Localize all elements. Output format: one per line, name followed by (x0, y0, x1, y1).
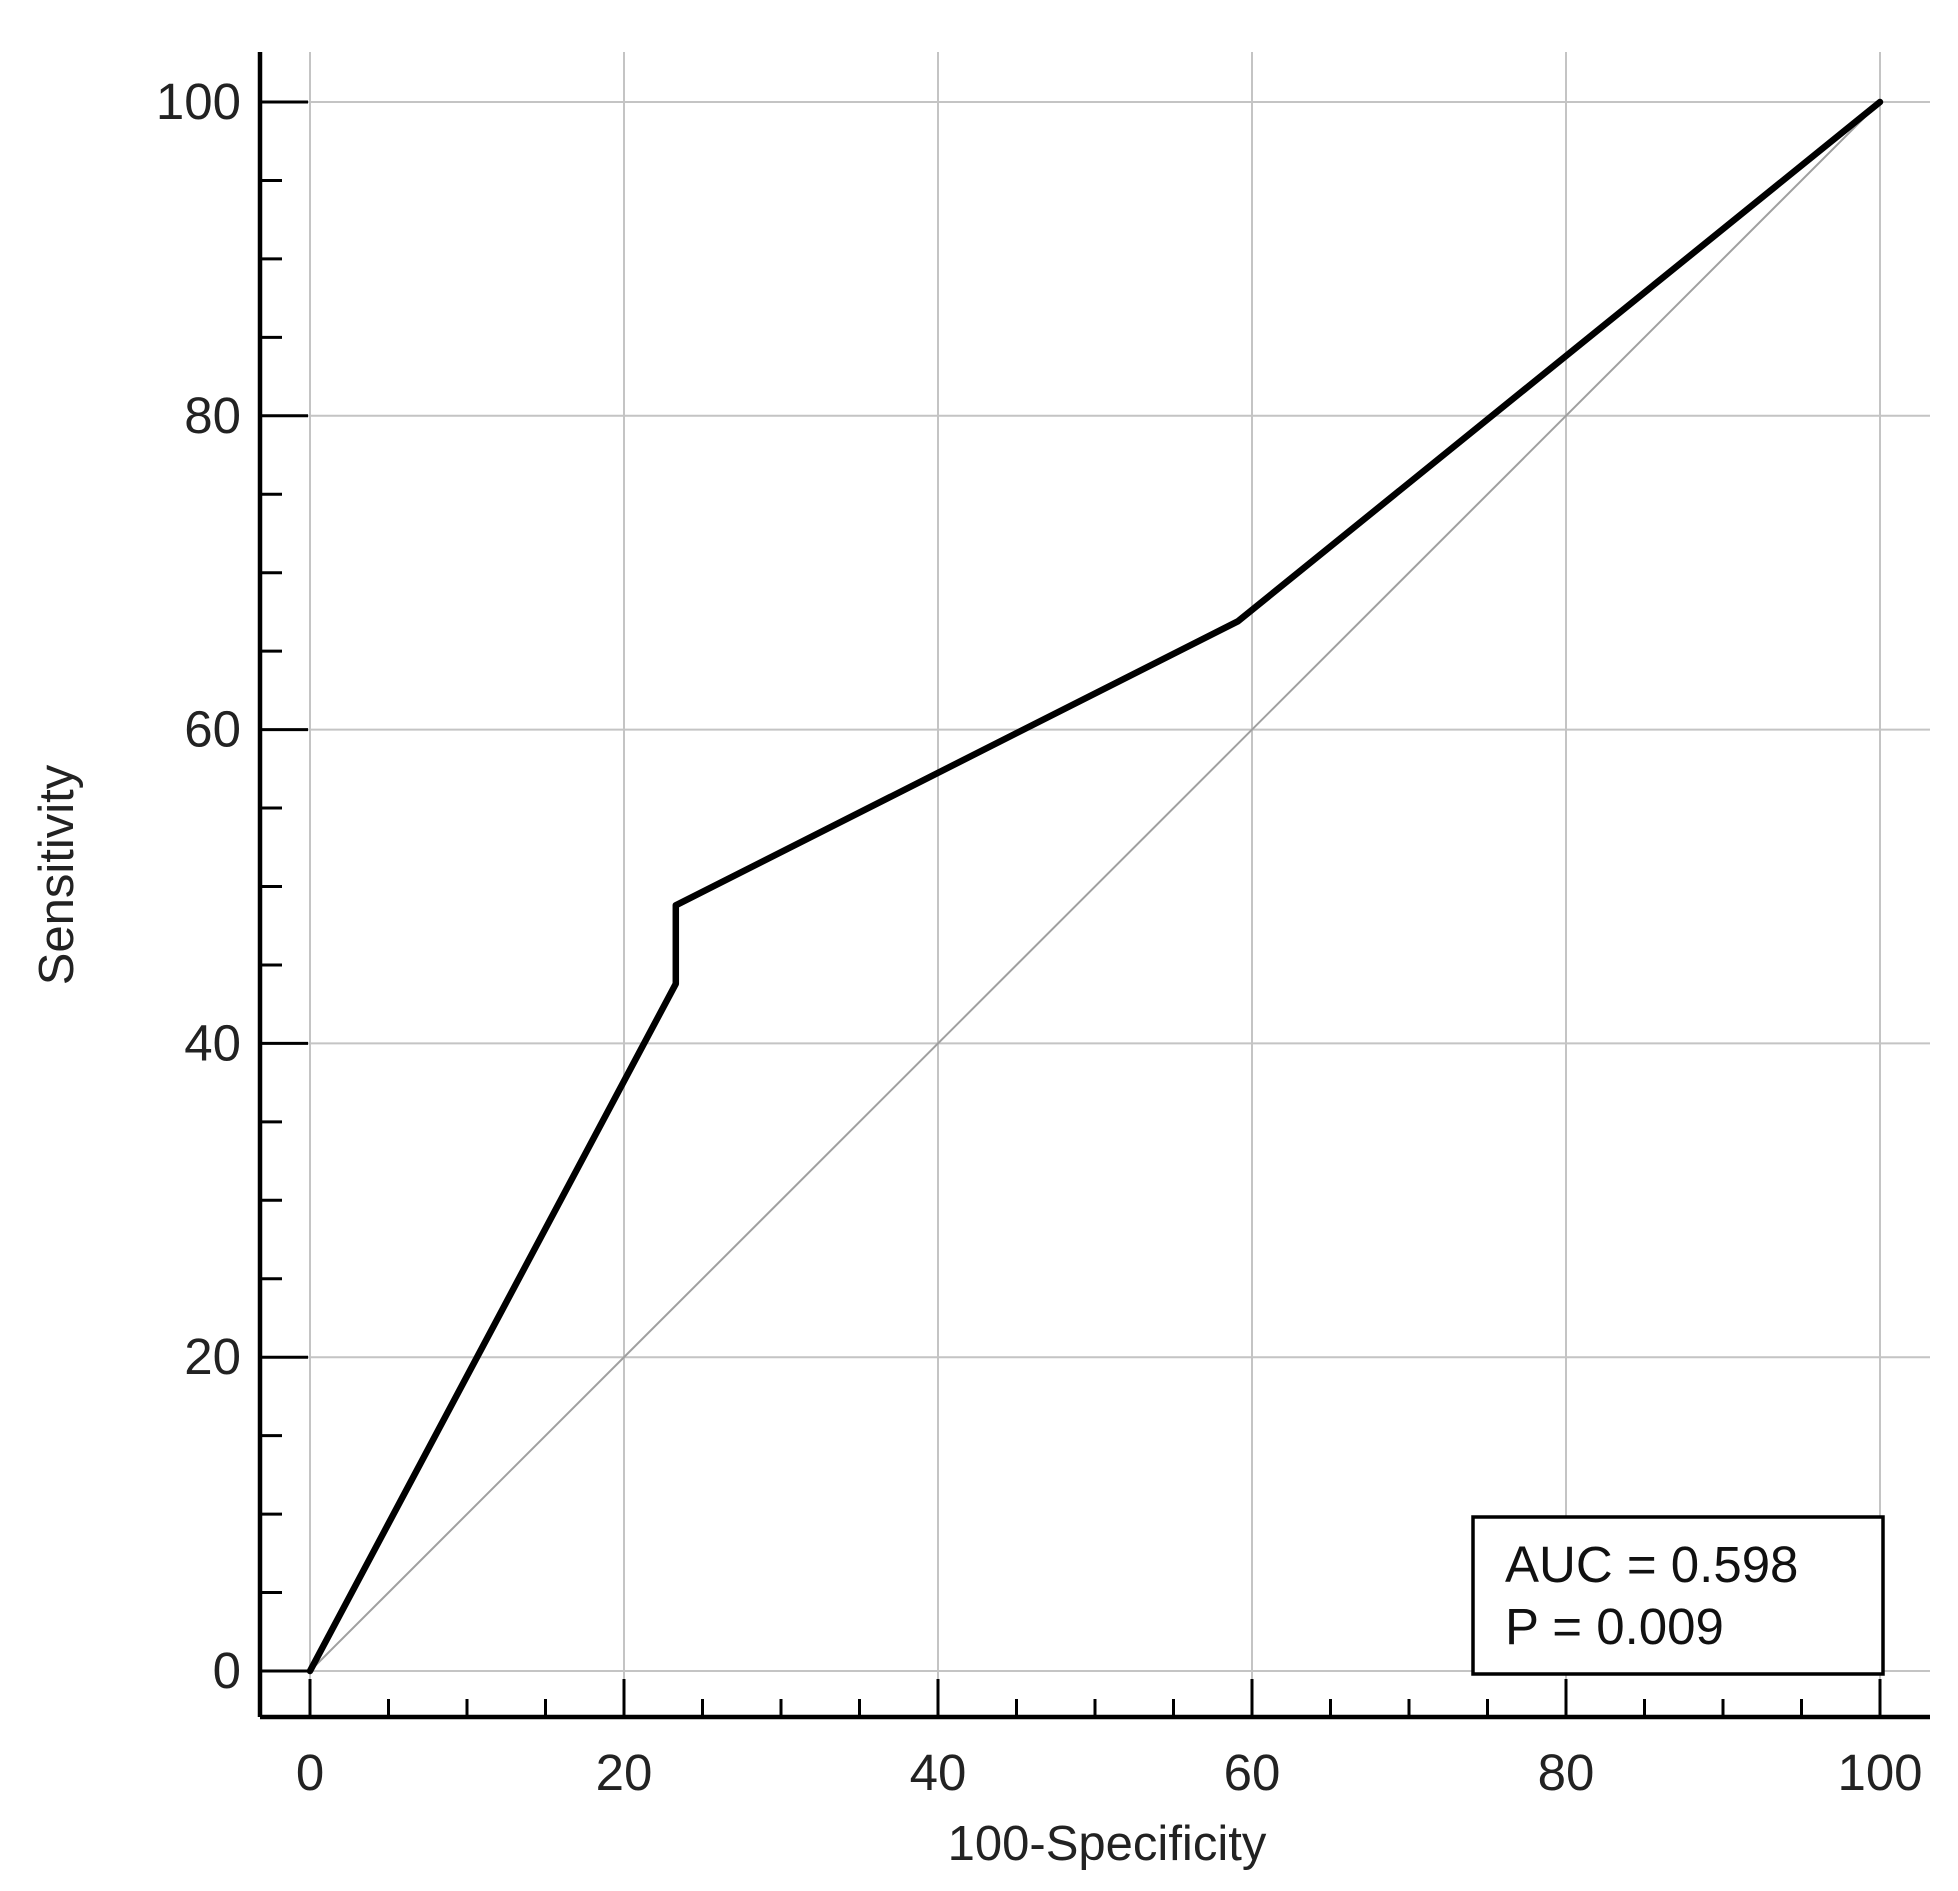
p-value-label: P = 0.009 (1505, 1598, 1724, 1655)
series (306, 98, 1884, 1675)
y-tick-label: 40 (184, 1014, 241, 1071)
gridlines (260, 52, 1930, 1717)
y-tick-label: 60 (184, 701, 241, 758)
x-tick-label: 40 (910, 1744, 967, 1801)
y-tick-label: 100 (156, 73, 241, 130)
auc-label: AUC = 0.598 (1505, 1536, 1798, 1593)
x-tick-label: 100 (1837, 1744, 1922, 1801)
axes (257, 52, 1930, 1720)
tick-labels: 0 20 40 60 80 100 0 20 40 60 80 100 (156, 73, 1923, 1801)
y-tick-label: 0 (213, 1642, 241, 1699)
x-tick-label: 80 (1538, 1744, 1595, 1801)
stats-legend: AUC = 0.598 P = 0.009 (1471, 1515, 1885, 1676)
reference-diagonal-line (309, 101, 1881, 1672)
stats-legend-box (1471, 1515, 1885, 1676)
x-tick-label: 0 (296, 1744, 324, 1801)
y-tick-label: 20 (184, 1328, 241, 1385)
x-axis-title: 100-Specificity (948, 1817, 1267, 1871)
y-axis-title: Sensitivity (30, 764, 84, 985)
roc-curve-line (306, 98, 1884, 1675)
x-tick-label: 20 (596, 1744, 653, 1801)
x-tick-label: 60 (1224, 1744, 1281, 1801)
y-tick-label: 80 (184, 387, 241, 444)
